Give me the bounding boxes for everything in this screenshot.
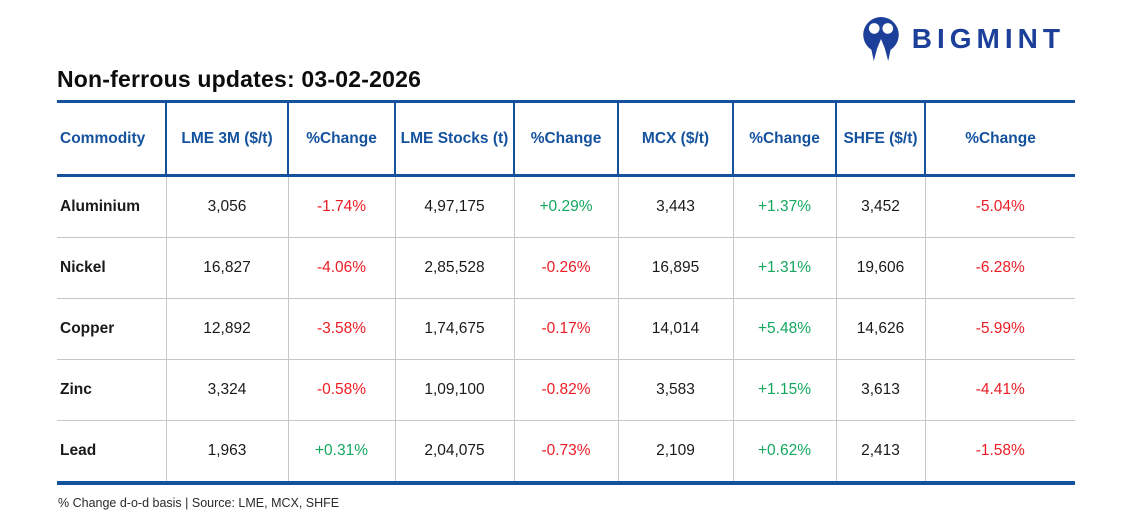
mcx-change-cell: +5.48%: [732, 298, 836, 360]
table-row-zinc: Zinc 3,324 -0.58% 1,09,100 -0.82% 3,583 …: [57, 359, 1075, 421]
lme-3m-change-cell: -1.74%: [287, 175, 395, 238]
lme-stocks-change-cell: -0.17%: [513, 298, 618, 360]
mcx-change-cell: +1.37%: [732, 175, 836, 238]
bigmint-logo-icon: [859, 15, 903, 63]
column-header-commodity: Commodity: [57, 101, 166, 177]
commodity-cell: Lead: [57, 420, 166, 483]
mcx-cell: 14,014: [617, 298, 733, 360]
shfe-cell: 3,613: [835, 359, 925, 421]
lme-stocks-cell: 1,09,100: [394, 359, 514, 421]
column-header-lme-stocks-change: %Change: [513, 101, 618, 177]
mcx-change-cell: +1.15%: [732, 359, 836, 421]
lme-3m-cell: 3,324: [165, 359, 288, 421]
lme-3m-cell: 3,056: [165, 175, 288, 238]
lme-stocks-cell: 2,04,075: [394, 420, 514, 483]
lme-3m-change-cell: -0.58%: [287, 359, 395, 421]
mcx-cell: 16,895: [617, 237, 733, 299]
mcx-cell: 2,109: [617, 420, 733, 483]
report-page: Non-ferrous updates: 03-02-2026 BIGMINT: [57, 0, 1075, 510]
commodity-cell: Aluminium: [60, 198, 141, 215]
shfe-cell: 19,606: [835, 237, 925, 299]
column-header-lme-3m-change: %Change: [287, 101, 395, 177]
shfe-change-cell: -4.41%: [924, 359, 1075, 421]
mcx-cell: 3,443: [617, 175, 733, 238]
mcx-cell: 3,583: [617, 359, 733, 421]
commodity-cell: Zinc: [57, 359, 166, 421]
column-header-mcx: MCX ($/t): [617, 101, 733, 177]
column-header-lme-3m: LME 3M ($/t): [165, 101, 288, 177]
table-row-aluminium: Aluminium 3,056 -1.74% 4,97,175 +0.29% 3…: [57, 175, 1075, 238]
lme-3m-cell: 1,963: [165, 420, 288, 483]
report-header: Non-ferrous updates: 03-02-2026 BIGMINT: [57, 0, 1075, 100]
mcx-change-cell: +0.62%: [732, 420, 836, 483]
source-note: % Change d-o-d basis | Source: LME, MCX,…: [58, 496, 340, 510]
mcx-change-cell: +1.31%: [732, 237, 836, 299]
column-header-lme-stocks: LME Stocks (t): [394, 101, 514, 177]
table-row-lead: Lead 1,963 +0.31% 2,04,075 -0.73% 2,109 …: [57, 420, 1075, 483]
shfe-change-cell: -6.28%: [924, 237, 1075, 299]
table-row-nickel: Nickel 16,827 -4.06% 2,85,528 -0.26% 16,…: [57, 237, 1075, 299]
commodity-cell: Copper: [57, 298, 166, 360]
bigmint-logo-wordmark: BIGMINT: [911, 23, 1065, 54]
non-ferrous-price-table: Commodity LME 3M ($/t) %Change LME Stock…: [57, 100, 1075, 485]
lme-stocks-change-cell: -0.82%: [513, 359, 618, 421]
shfe-cell: 14,626: [835, 298, 925, 360]
lme-stocks-cell: 4,97,175: [394, 175, 514, 238]
lme-stocks-cell: 1,74,675: [394, 298, 514, 360]
page-title: Non-ferrous updates: 03-02-2026: [57, 66, 422, 92]
lme-3m-cell: 12,892: [165, 298, 288, 360]
shfe-cell: 2,413: [835, 420, 925, 483]
lme-3m-change-cell: -4.06%: [287, 237, 395, 299]
lme-stocks-change-cell: +0.29%: [513, 175, 618, 238]
shfe-cell: 3,452: [835, 175, 925, 238]
lme-stocks-change-cell: -0.26%: [513, 237, 618, 299]
column-header-shfe: SHFE ($/t): [835, 101, 925, 177]
table-row-copper: Copper 12,892 -3.58% 1,74,675 -0.17% 14,…: [57, 298, 1075, 360]
lme-3m-change-cell: +0.31%: [287, 420, 395, 483]
lme-stocks-change-cell: -0.73%: [513, 420, 618, 483]
column-header-shfe-change: %Change: [924, 101, 1075, 177]
bigmint-logo: BIGMINT: [859, 15, 1065, 63]
shfe-change-cell: -5.99%: [924, 298, 1075, 360]
lme-stocks-cell: 2,85,528: [394, 237, 514, 299]
column-header-mcx-change: %Change: [732, 101, 836, 177]
shfe-change-cell: -1.58%: [924, 420, 1075, 483]
lme-3m-cell: 16,827: [165, 237, 288, 299]
shfe-change-cell: -5.04%: [924, 175, 1075, 238]
commodity-cell: Nickel: [57, 237, 166, 299]
lme-3m-change-cell: -3.58%: [287, 298, 395, 360]
table-header-row: Commodity LME 3M ($/t) %Change LME Stock…: [57, 101, 1075, 177]
